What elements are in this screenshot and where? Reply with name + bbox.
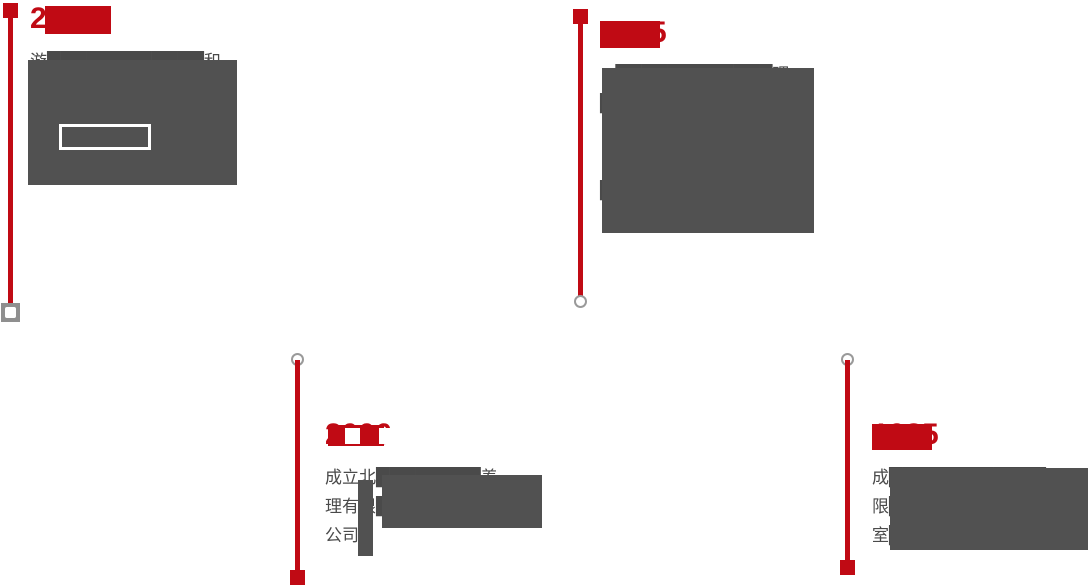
entry-3-redaction-block-2 xyxy=(358,480,373,556)
timeline-entry-top-left: 2007 游████████████和 国████████████人 民████… xyxy=(28,4,270,185)
entry-3-year-gap-2 xyxy=(379,428,392,444)
entry-3-year-gap-1 xyxy=(345,428,360,444)
rail-3-line xyxy=(295,360,300,576)
entry-1-year-redaction xyxy=(45,6,111,34)
rail-3-bottom-cap-red-square-icon xyxy=(290,570,305,585)
entry-3-redaction-block xyxy=(382,475,542,528)
rail-2-line xyxy=(578,12,583,300)
entry-1-highlight-box[interactable] xyxy=(59,124,151,150)
entry-4-year-redaction xyxy=(872,424,932,450)
rail-4-bottom-cap-red-square-icon xyxy=(840,560,855,575)
rail-1-bottom-cap-marker-icon[interactable] xyxy=(1,303,20,322)
entry-1-redaction-block xyxy=(28,60,237,185)
entry-2-year-redaction xyxy=(600,21,660,48)
timeline-entry-bottom-right: 1985 成████████████ 限████████████ 室██████… xyxy=(872,420,1088,551)
rail-4-line xyxy=(845,360,850,565)
timeline-entry-bottom-left: 2006 成立北████████养 理有限███████养 公司 xyxy=(325,420,555,556)
entry-2-redaction-block xyxy=(602,68,814,233)
timeline-entry-top-right: 1995 • ████████████理 █████████████ • ███… xyxy=(600,18,830,235)
entry-4-redaction-block xyxy=(890,468,1088,550)
rail-2-bottom-cap-circle-icon[interactable] xyxy=(574,295,587,308)
rail-1-line xyxy=(8,6,13,306)
